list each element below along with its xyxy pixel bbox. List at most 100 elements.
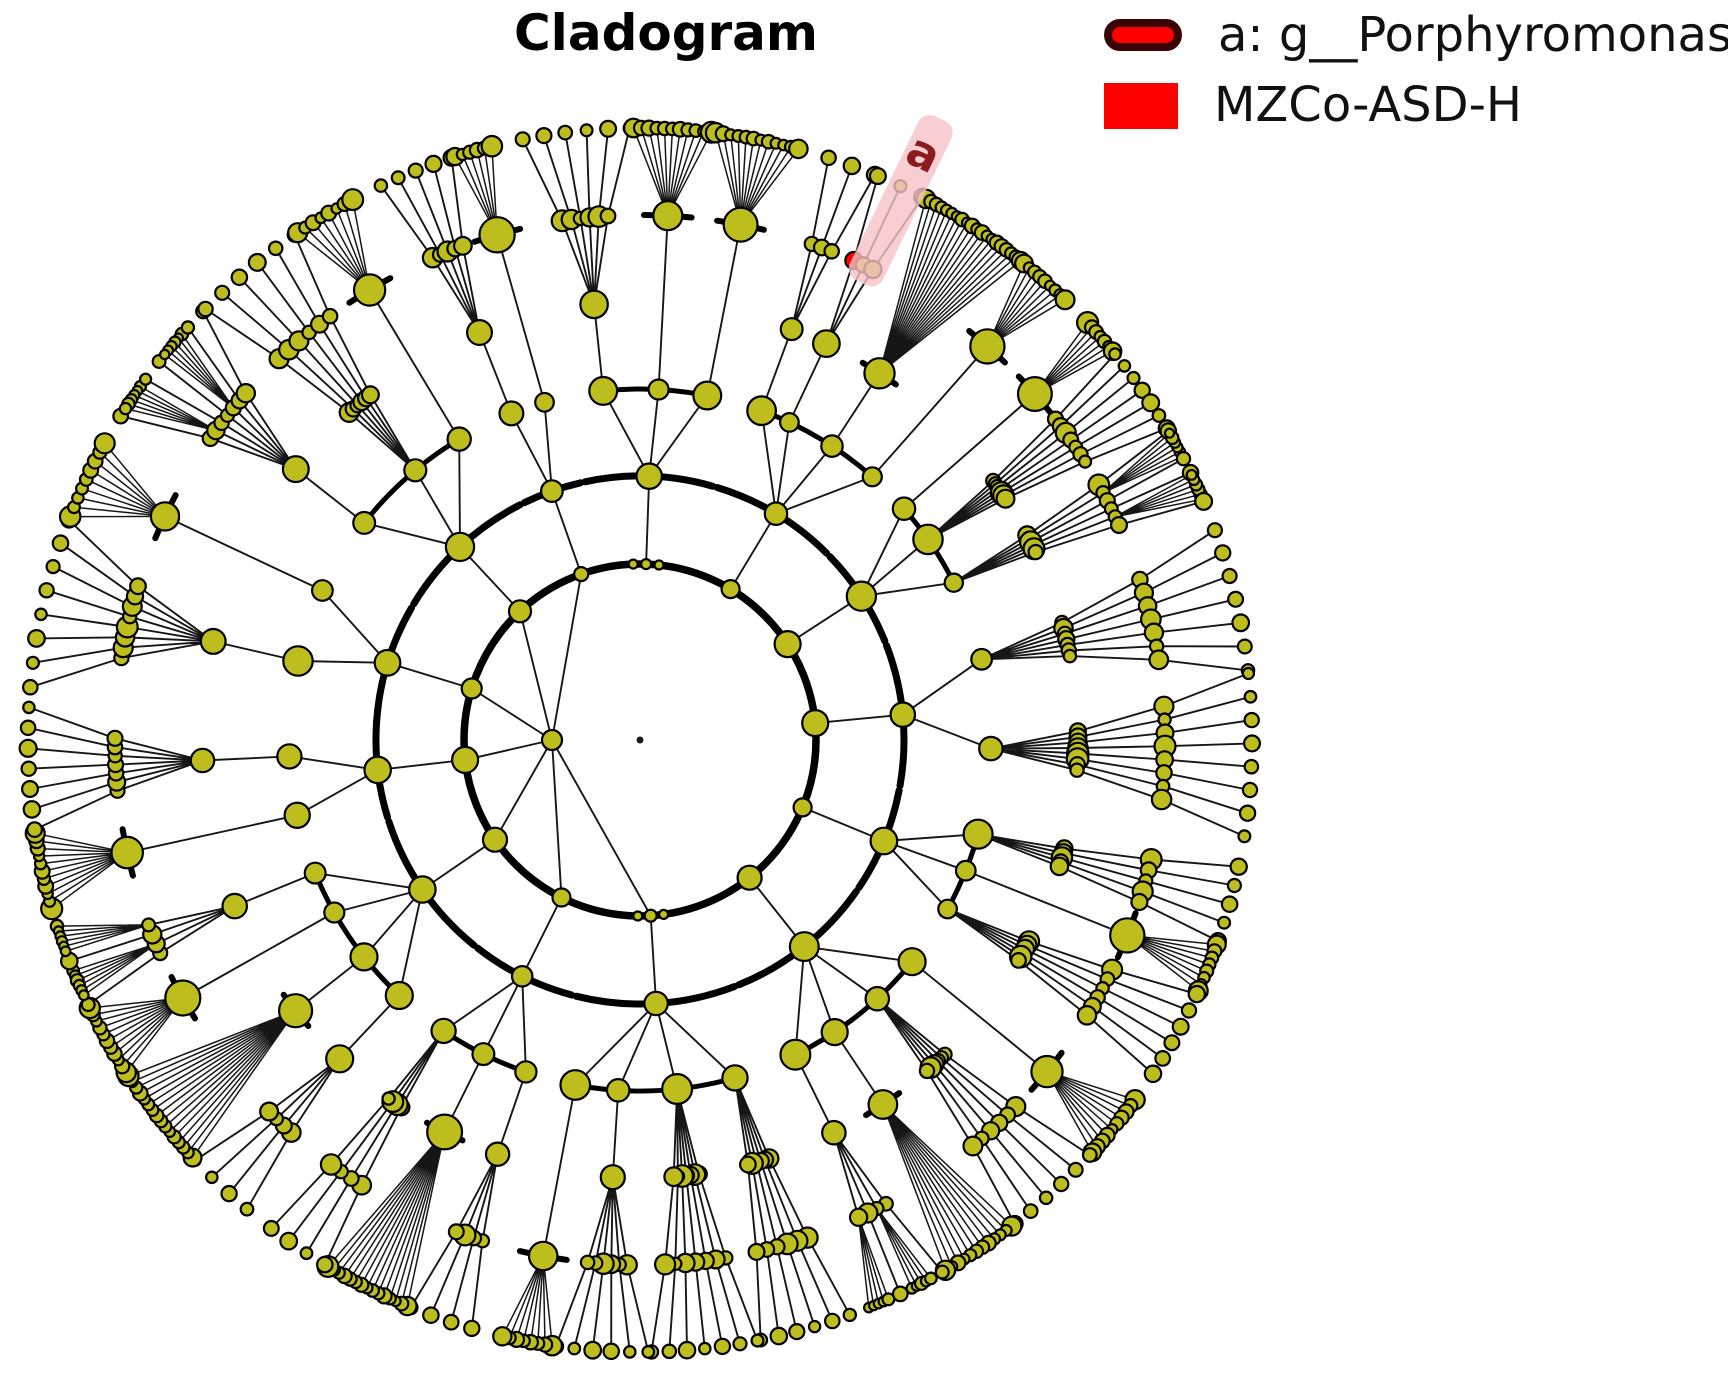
taxon-node: [622, 1345, 637, 1359]
taxon-node: [19, 719, 37, 737]
taxon-node: [653, 1253, 677, 1276]
taxon-node: [341, 188, 365, 212]
taxon-node: [1054, 289, 1076, 311]
taxon-node: [1143, 1064, 1163, 1084]
group-swatch-icon: [1104, 82, 1178, 129]
taxon-node: [106, 729, 124, 747]
taxon-node: [602, 1342, 620, 1361]
taxon-node: [599, 119, 618, 138]
taxon-node: [962, 818, 994, 850]
taxon-node: [514, 131, 531, 148]
taxon-node: [446, 426, 472, 452]
taxon-node: [319, 1153, 343, 1176]
taxon-node: [484, 1141, 511, 1167]
taxon-node: [1180, 1002, 1198, 1019]
taxon-node: [373, 648, 402, 677]
taxon-node: [627, 558, 639, 570]
taxon-node: [199, 627, 227, 655]
taxon-node: [481, 826, 509, 853]
taxon-node: [891, 496, 917, 521]
fan-edges: [35, 127, 1217, 1346]
taxon-node: [736, 864, 763, 891]
taxon-node: [1236, 638, 1253, 655]
taxon-node: [1109, 515, 1128, 534]
taxon-node: [1069, 762, 1085, 778]
legend: a: g__Porphyromonas MZCo-ASD-H: [1104, 10, 1728, 131]
taxon-node: [1206, 522, 1224, 539]
taxon-node: [639, 557, 653, 571]
taxon-node: [788, 931, 820, 963]
taxon-node: [1155, 764, 1173, 782]
taxon-node: [867, 1089, 899, 1120]
taxon-node: [262, 1219, 280, 1237]
taxon-nodes: [18, 117, 1261, 1361]
taxon-node: [1027, 543, 1044, 561]
taxon-node: [1238, 804, 1257, 822]
taxon-node: [599, 1164, 626, 1191]
taxon-node: [471, 1042, 496, 1067]
taxon-node: [444, 531, 476, 563]
taxon-node: [869, 826, 899, 856]
taxon-node: [792, 797, 813, 818]
taxon-node: [605, 1078, 631, 1103]
tree-edges: [27, 127, 1253, 1353]
taxon-node: [59, 945, 72, 958]
taxon-node: [235, 383, 256, 404]
taxon-node: [282, 645, 314, 677]
taxon-node: [1108, 347, 1122, 361]
taxon-node: [189, 747, 216, 774]
taxon-node: [1242, 734, 1261, 753]
taxon-node: [1067, 1161, 1084, 1178]
taxon-node: [557, 124, 574, 141]
legend-item-taxon: a: g__Porphyromonas: [1104, 10, 1728, 60]
taxon-node: [451, 745, 480, 775]
taxon-node: [1243, 711, 1260, 729]
taxon-node: [1130, 892, 1149, 912]
taxon-node: [583, 1340, 603, 1360]
taxon-node: [1213, 544, 1232, 562]
taxon-node: [352, 273, 387, 307]
taxon-node: [1148, 649, 1170, 671]
taxon-node: [1052, 1175, 1070, 1193]
taxon-node: [1241, 781, 1259, 799]
taxon-node: [954, 859, 977, 882]
taxon-node: [579, 289, 609, 320]
taxon-node: [641, 1344, 656, 1359]
taxon-node: [661, 1343, 678, 1360]
taxon-node: [652, 200, 684, 232]
taxon-node: [325, 1044, 355, 1074]
taxon-node: [1221, 567, 1238, 585]
taxon-node: [918, 1062, 936, 1080]
taxon-node: [540, 728, 564, 752]
taxon-node: [643, 990, 669, 1017]
taxon-node: [352, 510, 377, 535]
taxon-node: [912, 523, 944, 556]
taxon-node: [1175, 451, 1192, 467]
taxon-node: [842, 156, 862, 176]
taxon-node: [937, 898, 958, 920]
taxon-node: [323, 901, 346, 924]
taxon-node: [118, 401, 133, 416]
taxon-node: [247, 252, 267, 272]
taxon-node: [510, 964, 534, 988]
taxon-node: [868, 167, 887, 186]
taxon-node: [653, 559, 665, 571]
legend-taxon-label: a: g__Porphyromonas: [1218, 7, 1728, 63]
taxon-node: [299, 1246, 314, 1261]
taxon-node: [480, 134, 504, 158]
taxon-node: [1016, 376, 1053, 413]
taxon-node: [1241, 666, 1256, 681]
taxon-node: [453, 235, 473, 256]
taxon-node: [995, 488, 1016, 509]
taxon-node: [1077, 454, 1093, 469]
taxon-node: [1187, 984, 1207, 1004]
legend-item-group: MZCo-ASD-H: [1104, 80, 1728, 131]
taxon-node: [823, 1312, 841, 1330]
taxon-node: [779, 317, 804, 342]
taxon-node: [1220, 895, 1239, 913]
taxon-node: [657, 908, 670, 921]
taxon-node: [20, 760, 37, 777]
taxon-node: [1217, 915, 1232, 930]
taxon-node: [1049, 856, 1070, 877]
taxon-node: [821, 1119, 847, 1146]
